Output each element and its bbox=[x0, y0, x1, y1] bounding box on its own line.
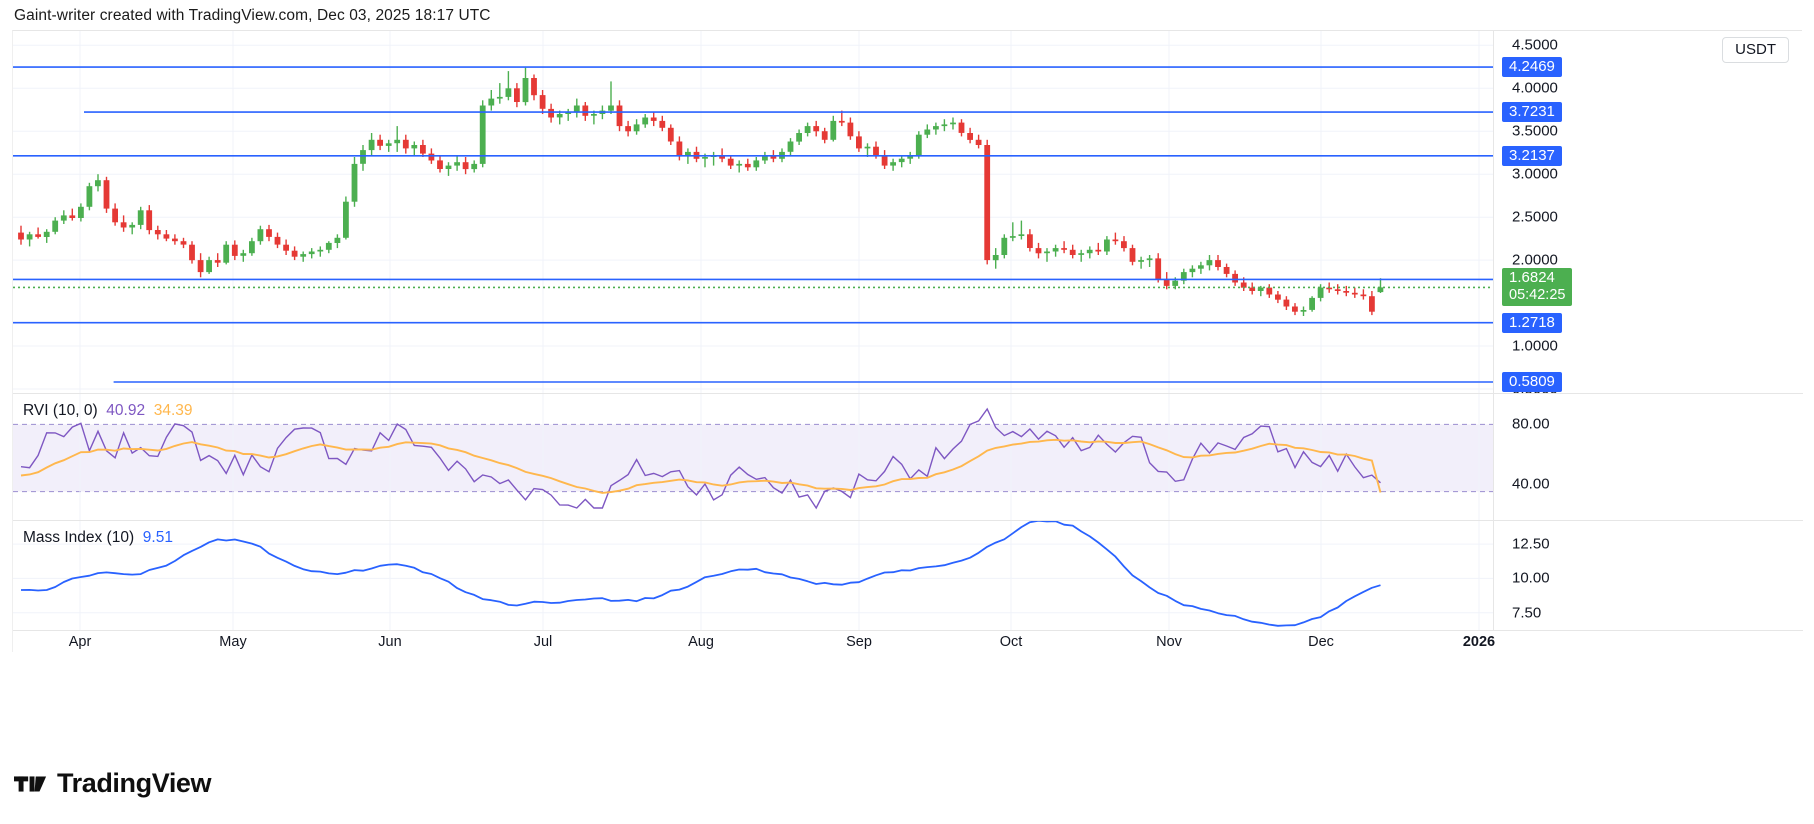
price-axis[interactable]: USDT 4.5000 4.0000 3.5000 3.0000 2.5000 2.000… bbox=[1493, 31, 1803, 393]
chart-frame: USDT 4.5000 4.0000 3.5000 3.0000 2.5000 2.000… bbox=[12, 30, 1803, 653]
price-level-label[interactable]: 3.2137 bbox=[1502, 145, 1562, 166]
mass-legend[interactable]: Mass Index (10) 9.51 bbox=[23, 529, 173, 547]
current-price-value: 1.6824 bbox=[1509, 269, 1555, 287]
mass-plot-area[interactable] bbox=[13, 521, 1493, 630]
time-axis-tick: Nov bbox=[1156, 634, 1182, 650]
time-axis[interactable]: Apr May Jun Jul Aug Sep Oct Nov Dec 2026 bbox=[13, 630, 1803, 653]
price-axis-tick: 3.0000 bbox=[1512, 165, 1558, 183]
rvi-pane[interactable]: 80.00 40.00 RVI (10, 0) 40.92 34.39 bbox=[13, 393, 1803, 520]
currency-badge[interactable]: USDT bbox=[1722, 37, 1789, 63]
rvi-axis[interactable]: 80.00 40.00 bbox=[1493, 394, 1803, 520]
mass-axis[interactable]: 12.50 10.00 7.50 bbox=[1493, 521, 1803, 630]
price-level-label[interactable]: 4.2469 bbox=[1502, 57, 1562, 78]
rvi-plot-area[interactable] bbox=[13, 394, 1493, 520]
rvi-legend[interactable]: RVI (10, 0) 40.92 34.39 bbox=[23, 402, 193, 420]
time-axis-tick: Apr bbox=[68, 634, 92, 650]
time-axis-tick: Dec bbox=[1308, 634, 1334, 650]
time-axis-tick: Jul bbox=[533, 634, 553, 650]
mass-index-pane[interactable]: 12.50 10.00 7.50 Mass Index (10) 9.51 bbox=[13, 520, 1803, 630]
price-level-label[interactable]: 0.5809 bbox=[1502, 372, 1562, 393]
rvi-legend-title[interactable]: RVI (10, 0) bbox=[23, 402, 98, 419]
price-axis-tick: 2.5000 bbox=[1512, 208, 1558, 226]
time-axis-tick: Aug bbox=[688, 634, 714, 650]
rvi-axis-tick: 80.00 bbox=[1512, 415, 1550, 433]
price-axis-tick: 4.0000 bbox=[1512, 79, 1558, 97]
price-pane[interactable]: USDT 4.5000 4.0000 3.5000 3.0000 2.5000 2.000… bbox=[13, 31, 1803, 393]
time-axis-tick: Jun bbox=[378, 634, 402, 650]
current-price-label[interactable]: 1.6824 05:42:25 bbox=[1502, 268, 1573, 307]
price-axis-tick: 2.0000 bbox=[1512, 251, 1558, 269]
time-axis-tick: Oct bbox=[999, 634, 1023, 650]
tradingview-footer[interactable]: TradingView bbox=[14, 768, 212, 799]
price-candles-svg bbox=[13, 31, 1493, 393]
rvi-series-svg bbox=[13, 394, 1493, 520]
rvi-legend-value-a: 40.92 bbox=[106, 402, 146, 419]
price-axis-tick: 4.5000 bbox=[1512, 36, 1558, 54]
rvi-legend-value-b: 34.39 bbox=[153, 402, 193, 419]
mass-legend-title[interactable]: Mass Index (10) bbox=[23, 529, 135, 546]
time-axis-tick: 2026 bbox=[1462, 634, 1496, 650]
price-level-label[interactable]: 3.7231 bbox=[1502, 102, 1562, 123]
mass-axis-tick: 12.50 bbox=[1512, 535, 1550, 553]
mass-axis-tick: 7.50 bbox=[1512, 604, 1542, 622]
rvi-axis-tick: 40.00 bbox=[1512, 475, 1550, 493]
price-axis-tick: 3.5000 bbox=[1512, 122, 1558, 140]
time-axis-tick: Sep bbox=[846, 634, 872, 650]
tradingview-wordmark: TradingView bbox=[57, 768, 212, 798]
time-axis-tick: May bbox=[219, 634, 247, 650]
mass-legend-value: 9.51 bbox=[142, 529, 173, 546]
price-level-label[interactable]: 1.2718 bbox=[1502, 312, 1562, 333]
mass-series-svg bbox=[13, 521, 1493, 630]
mass-axis-tick: 10.00 bbox=[1512, 569, 1550, 587]
price-axis-tick: 1.0000 bbox=[1512, 337, 1558, 355]
bar-countdown: 05:42:25 bbox=[1509, 287, 1566, 304]
tradingview-logo-icon bbox=[14, 775, 47, 792]
attribution-text: Gaint-writer created with TradingView.co… bbox=[14, 7, 491, 24]
price-plot-area[interactable] bbox=[13, 31, 1493, 393]
